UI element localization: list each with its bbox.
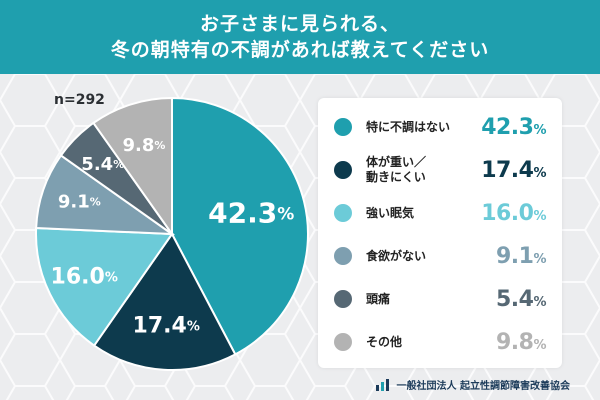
legend-item-label: 体が重い／ 動きにくい [366,155,427,184]
legend-color-dot-icon [334,333,352,351]
pie-slice [35,154,176,236]
pie-slice-value-label: 42.3% [208,196,294,229]
legend-item: 食欲がない 9.1% [318,235,562,277]
pie-chart: 42.3% 17.4% 16.0% 9.1% 5.4%9.8% [35,96,309,371]
legend-color-dot-icon [334,118,352,136]
legend-item: 強い眠気 16.0% [318,192,562,234]
pie-slice-value-label: 16.0% [51,264,118,289]
legend-item-value: 42.3% [481,114,546,140]
legend-item: 体が重い／ 動きにくい 17.4% [318,149,562,191]
organization-name: 一般社団法人 起立性調節障害改善協会 [396,381,570,392]
legend-item-label: 特に不調はない [366,119,451,134]
pie-slice [92,96,173,238]
legend-item-value: 16.0% [481,200,546,226]
legend-item-value: 9.1% [495,243,546,269]
legend-item-value: 5.4% [495,286,546,312]
pie-slice [92,232,237,371]
chart-legend: 特に不調はない 42.3% 体が重い／ 動きにくい 17.4% 強い眠気 16.0% 食欲が… [318,98,562,368]
legend-color-dot-icon [334,204,352,222]
legend-item-value: 9.8% [495,329,546,355]
pie-slice-value-label: 5.4% [81,154,124,175]
pie-slice [35,226,174,347]
chart-title-banner: お子さまに見られる、 冬の朝特有の不調があれば教えてください [0,0,600,74]
legend-item-label: 頭痛 [366,291,391,306]
pie-slice-value-label: 9.1% [58,191,101,212]
legend-item-value: 17.4% [481,157,546,183]
chart-title-line-2: 冬の朝特有の不調があれば教えてください [110,39,490,61]
pie-slice-value-label: 9.8% [123,135,166,156]
sample-size-label: n=292 [54,92,105,108]
legend-item-label: 食欲がない [366,248,427,263]
legend-item: その他 9.8% [318,321,562,363]
footer-organization: 一般社団法人 起立性調節障害改善協会 [375,377,570,392]
legend-color-dot-icon [334,290,352,308]
organization-logo-icon [375,378,389,391]
legend-color-dot-icon [334,161,352,179]
legend-color-dot-icon [334,247,352,265]
pie-slice [171,96,309,356]
legend-item: 特に不調はない 42.3% [318,106,562,148]
chart-title-line-1: お子さまに見られる、 [199,13,400,35]
pie-slice-value-label: 17.4% [133,313,200,338]
legend-item-label: その他 [366,334,403,349]
legend-item: 頭痛 5.4% [318,278,562,320]
legend-item-label: 強い眠気 [366,205,415,220]
